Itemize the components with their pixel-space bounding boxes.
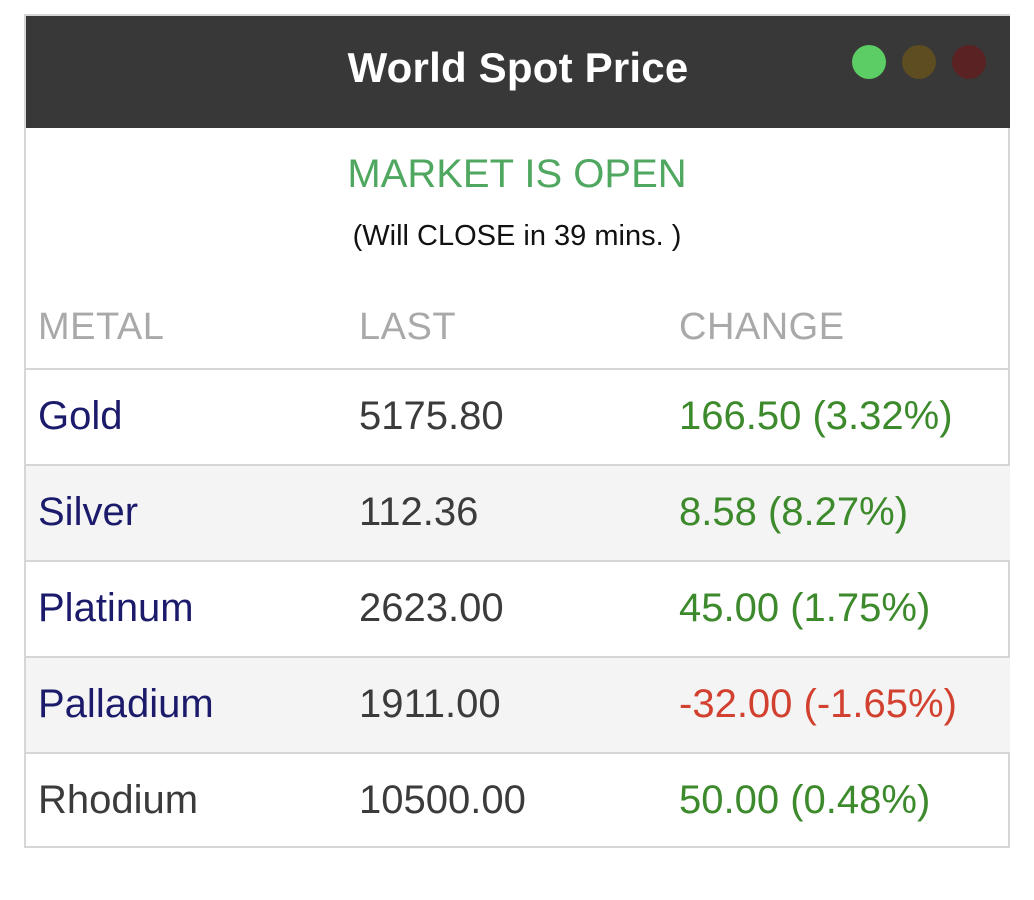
table-row: Palladium 1911.00 -32.00 (-1.65%) [26, 656, 1010, 752]
last-price: 1911.00 [359, 682, 501, 726]
market-status: MARKET IS OPEN [347, 152, 687, 196]
price-change: 8.58 (8.27%) [679, 490, 909, 534]
table-row: Silver 112.36 8.58 (8.27%) [26, 464, 1010, 560]
last-price: 112.36 [359, 490, 479, 534]
metal-link-silver[interactable]: Silver [38, 490, 139, 534]
status-dot-green [852, 45, 886, 79]
column-header-last: LAST [359, 306, 457, 348]
price-change: 166.50 (3.32%) [679, 394, 953, 438]
column-header-change: CHANGE [679, 306, 845, 348]
widget-title: World Spot Price [347, 44, 689, 91]
metal-link-gold[interactable]: Gold [38, 394, 123, 438]
spot-price-widget: World Spot Price MARKET IS OPEN (Will CL… [24, 14, 1010, 848]
last-price: 10500.00 [359, 778, 526, 822]
column-header-metal: METAL [38, 306, 165, 348]
metal-name-rhodium: Rhodium [38, 778, 199, 822]
price-change: -32.00 (-1.65%) [679, 682, 957, 726]
metal-link-palladium[interactable]: Palladium [38, 682, 214, 726]
price-change: 45.00 (1.75%) [679, 586, 931, 630]
last-price: 5175.80 [359, 394, 504, 438]
widget-header: World Spot Price [26, 16, 1010, 128]
status-dot-red [952, 45, 986, 79]
table-row: Gold 5175.80 166.50 (3.32%) [26, 368, 1010, 464]
table-row: Platinum 2623.00 45.00 (1.75%) [26, 560, 1010, 656]
metal-link-platinum[interactable]: Platinum [38, 586, 194, 630]
close-countdown: (Will CLOSE in 39 mins. ) [352, 220, 682, 252]
last-price: 2623.00 [359, 586, 504, 630]
table-row: Rhodium 10500.00 50.00 (0.48%) [26, 752, 1010, 848]
price-change: 50.00 (0.48%) [679, 778, 931, 822]
status-dot-amber [902, 45, 936, 79]
